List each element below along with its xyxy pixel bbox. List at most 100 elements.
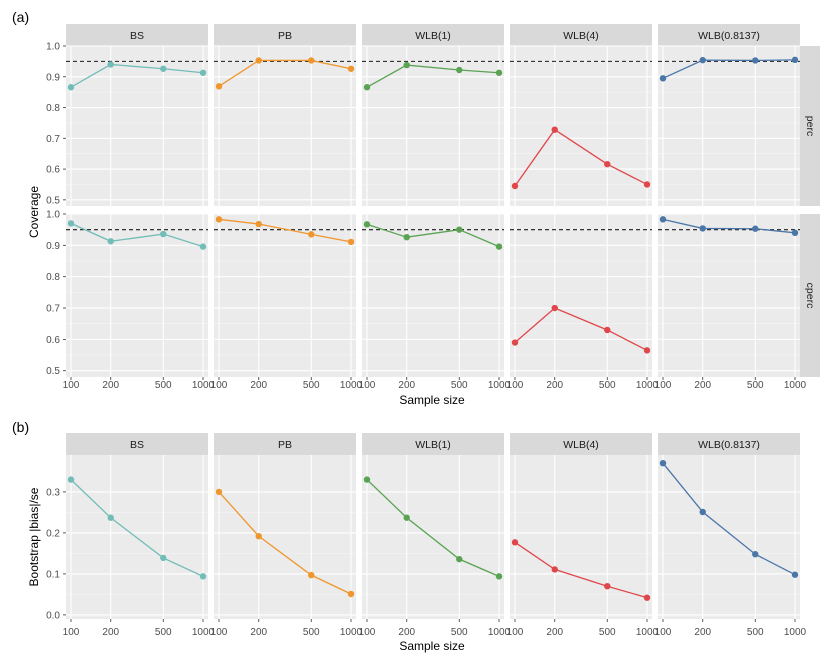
x-tick-label: 200: [546, 627, 563, 638]
x-tick-label: 100: [63, 380, 80, 391]
y-tick-label: 0.2: [46, 528, 60, 539]
series-line-WLB(4): [514, 128, 648, 187]
series-line-BS: [70, 63, 204, 88]
facet-strip-label: WLB(0.8137): [698, 439, 760, 451]
y-tick-label: 0.6: [46, 165, 60, 176]
row-strip: [800, 214, 820, 377]
x-tick-label: 200: [546, 380, 563, 391]
x-tick-label: 1000: [784, 380, 807, 391]
data-point: [511, 539, 519, 546]
data-point: [659, 460, 667, 467]
y-tick-label: 0.7: [46, 304, 60, 315]
row-strip: [800, 46, 820, 206]
x-tick-label: 200: [250, 380, 267, 391]
facet-strip-label: WLB(4): [563, 30, 599, 42]
x-tick-label: 100: [507, 627, 524, 638]
data-point: [659, 75, 667, 82]
data-point: [255, 532, 262, 540]
facet-strip: [658, 24, 800, 46]
data-point: [495, 573, 503, 580]
data-point: [604, 583, 611, 590]
data-point: [791, 571, 799, 578]
x-tick-label: 200: [694, 380, 711, 391]
facet-panel: [362, 214, 504, 377]
x-tick-label: 1000: [192, 627, 215, 638]
data-point: [752, 57, 759, 64]
facet-panel: [658, 46, 800, 206]
data-point: [199, 573, 207, 580]
facet-panel: [510, 46, 652, 206]
x-tick-label: 500: [747, 627, 764, 638]
data-point: [643, 347, 651, 354]
x-tick-label: 100: [359, 627, 376, 638]
data-point: [511, 182, 519, 190]
facet-strip: [510, 24, 652, 46]
series-line-WLB(4): [514, 541, 648, 599]
y-tick-label: 0.1: [46, 569, 60, 580]
data-point: [511, 339, 519, 346]
data-point: [107, 61, 114, 68]
x-tick-label: 500: [303, 627, 320, 638]
data-point: [495, 243, 503, 250]
facet-strip-label: BS: [130, 439, 144, 451]
data-point: [215, 488, 223, 496]
facet-panel: [66, 455, 208, 619]
data-point: [67, 476, 75, 483]
data-point: [699, 225, 706, 232]
data-point: [308, 231, 315, 238]
row-strip-label: perc: [804, 116, 816, 136]
series-line-PB: [218, 491, 352, 595]
row-strip-label: cperc: [804, 283, 816, 309]
y-tick-label: 1.0: [46, 210, 60, 221]
y-tick-label: 0.9: [46, 241, 60, 252]
facet-strip-label: WLB(4): [563, 439, 599, 451]
x-tick-label: 1000: [784, 627, 807, 638]
data-point: [659, 216, 667, 223]
x-tick-label: 100: [359, 380, 376, 391]
facet-panel: [510, 214, 652, 377]
x-tick-label: 500: [451, 627, 468, 638]
x-tick-label: 500: [451, 380, 468, 391]
data-point: [67, 84, 75, 91]
x-tick-label: 200: [694, 627, 711, 638]
x-axis-title: Sample size: [399, 393, 465, 407]
x-tick-label: 1000: [636, 627, 659, 638]
data-point: [403, 233, 410, 241]
x-tick-label: 1000: [488, 627, 511, 638]
series-line-WLB(4): [514, 307, 648, 351]
x-tick-label: 100: [507, 380, 524, 391]
data-point: [403, 61, 410, 69]
facet-panel: [362, 455, 504, 619]
facet-panel: [658, 214, 800, 377]
data-point: [604, 160, 611, 168]
data-point: [67, 220, 75, 227]
facet-strip: [214, 433, 356, 455]
data-point: [215, 216, 223, 223]
data-point: [551, 566, 558, 573]
x-tick-label: 1000: [636, 380, 659, 391]
x-tick-label: 1000: [488, 380, 511, 391]
data-point: [699, 508, 706, 516]
data-point: [752, 225, 759, 232]
facet-strip-label: PB: [278, 30, 292, 42]
data-point: [791, 229, 799, 237]
data-point: [551, 304, 558, 312]
data-point: [699, 56, 706, 64]
data-point: [363, 221, 371, 228]
facet-strip: [510, 433, 652, 455]
facet-strip-label: WLB(1): [415, 30, 451, 42]
x-tick-label: 100: [211, 380, 228, 391]
x-tick-label: 500: [599, 380, 616, 391]
x-tick-label: 200: [102, 380, 119, 391]
x-tick-label: 100: [655, 627, 672, 638]
facet-panel: [362, 46, 504, 206]
data-point: [199, 69, 207, 76]
y-tick-label: 0.6: [46, 335, 60, 346]
series-line-BS: [70, 222, 204, 248]
x-tick-label: 500: [599, 627, 616, 638]
y-axis-title: Coverage: [27, 186, 41, 238]
y-axis-title: Bootstrap |bias|/se: [27, 487, 41, 586]
data-point: [456, 555, 463, 563]
facet-strip-label: PB: [278, 439, 292, 451]
